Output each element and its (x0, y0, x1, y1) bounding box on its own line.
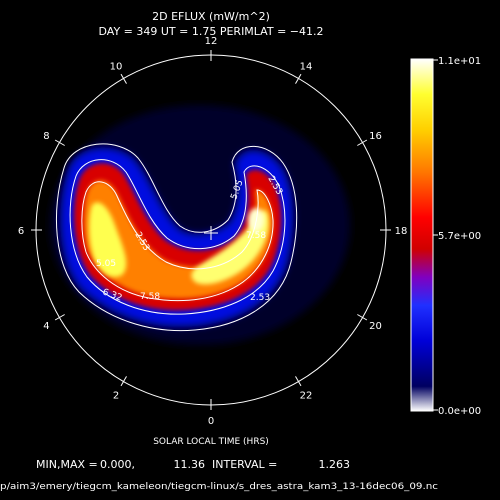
hour-ticks (31, 50, 391, 410)
hour-label: 4 (43, 321, 49, 332)
min-value: 0.000, (100, 458, 135, 471)
max-value: 11.36 (174, 458, 206, 471)
hour-tick (357, 139, 368, 146)
contour-label: 7.58 (140, 292, 160, 302)
hour-label: 12 (205, 36, 218, 47)
colorbar-ticks (433, 59, 438, 411)
hour-label: 22 (300, 391, 313, 402)
eflux-heatmap (50, 105, 350, 345)
hour-tick (120, 376, 127, 387)
contour-label: 5.05 (96, 259, 116, 269)
hour-label: 18 (395, 226, 408, 237)
interval-label: INTERVAL = (212, 458, 277, 471)
eflux-core-right (191, 210, 269, 285)
eflux-core-left (89, 202, 127, 278)
hour-tick (295, 376, 302, 387)
pole-cross (204, 226, 218, 240)
contour-label: 7.58 (246, 231, 266, 241)
chart-subtitle: DAY = 349 UT = 1.75 PERIMLAT = −41.2 (99, 25, 324, 38)
hour-label: 2 (113, 391, 119, 402)
contour-lines (56, 143, 298, 332)
colorbar-max-label: 1.1e+01 (438, 56, 481, 67)
contour-inner (81, 181, 274, 302)
hour-label: 0 (208, 416, 214, 427)
minmax-label: MIN,MAX = (36, 458, 98, 471)
contour-mid (69, 159, 286, 315)
hour-tick (54, 314, 65, 321)
hour-label: 16 (369, 131, 382, 142)
file-path: p/aim3/emery/tiegcm_kameleon/tiegcm-linu… (0, 482, 438, 492)
hour-tick (357, 314, 368, 321)
contour-label: 2.53 (250, 293, 270, 303)
hour-label: 10 (110, 61, 123, 72)
hour-tick (120, 73, 127, 84)
colorbar (410, 58, 434, 412)
hour-label: 14 (300, 61, 313, 72)
hour-labels: 12 14 16 18 20 22 0 2 4 6 8 10 (18, 36, 408, 427)
hour-tick (295, 73, 302, 84)
colorbar-min-label: 0.0e+00 (438, 406, 481, 417)
hour-label: 8 (43, 131, 49, 142)
hour-tick (54, 139, 65, 146)
chart-title: 2D EFLUX (mW/m^2) (152, 10, 270, 23)
interval-value: 1.263 (319, 458, 351, 471)
colorbar-mid-label: 5.7e+00 (438, 231, 481, 242)
hour-label: 20 (369, 321, 382, 332)
x-axis-label: SOLAR LOCAL TIME (HRS) (153, 437, 269, 447)
hour-label: 6 (18, 226, 24, 237)
contour-outer (56, 143, 298, 332)
